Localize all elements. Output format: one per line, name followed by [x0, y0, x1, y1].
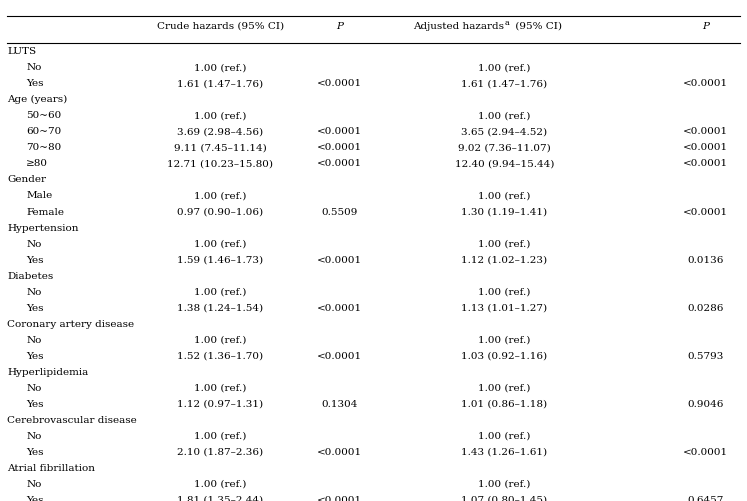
Text: 0.5793: 0.5793: [688, 351, 724, 360]
Text: <0.0001: <0.0001: [684, 143, 728, 152]
Text: 3.65 (2.94–4.52): 3.65 (2.94–4.52): [461, 127, 548, 136]
Text: Male: Male: [26, 191, 52, 200]
Text: <0.0001: <0.0001: [684, 447, 728, 456]
Text: 1.00 (ref.): 1.00 (ref.): [194, 287, 247, 296]
Text: <0.0001: <0.0001: [684, 159, 728, 168]
Text: 1.52 (1.36–1.70): 1.52 (1.36–1.70): [177, 351, 264, 360]
Text: 70~80: 70~80: [26, 143, 61, 152]
Text: 1.38 (1.24–1.54): 1.38 (1.24–1.54): [177, 303, 264, 312]
Text: 1.00 (ref.): 1.00 (ref.): [478, 383, 530, 392]
Text: 1.00 (ref.): 1.00 (ref.): [478, 287, 530, 296]
Text: 2.10 (1.87–2.36): 2.10 (1.87–2.36): [177, 447, 264, 456]
Text: 9.02 (7.36–11.07): 9.02 (7.36–11.07): [458, 143, 551, 152]
Text: <0.0001: <0.0001: [317, 143, 362, 152]
Text: 1.12 (0.97–1.31): 1.12 (0.97–1.31): [177, 399, 264, 408]
Text: Adjusted hazards: Adjusted hazards: [413, 22, 504, 31]
Text: No: No: [26, 383, 42, 392]
Text: Female: Female: [26, 207, 64, 216]
Text: Yes: Yes: [26, 495, 43, 501]
Text: <0.0001: <0.0001: [317, 447, 362, 456]
Text: 1.59 (1.46–1.73): 1.59 (1.46–1.73): [177, 255, 264, 264]
Text: <0.0001: <0.0001: [684, 127, 728, 136]
Text: 1.00 (ref.): 1.00 (ref.): [478, 431, 530, 440]
Text: 0.1304: 0.1304: [322, 399, 358, 408]
Text: ≥80: ≥80: [26, 159, 48, 168]
Text: 1.30 (1.19–1.41): 1.30 (1.19–1.41): [461, 207, 548, 216]
Text: 1.00 (ref.): 1.00 (ref.): [478, 111, 530, 120]
Text: 9.11 (7.45–11.14): 9.11 (7.45–11.14): [174, 143, 267, 152]
Text: Age (years): Age (years): [7, 95, 68, 104]
Text: 1.00 (ref.): 1.00 (ref.): [194, 191, 247, 200]
Text: 50~60: 50~60: [26, 111, 61, 120]
Text: No: No: [26, 287, 42, 296]
Text: 0.5509: 0.5509: [322, 207, 358, 216]
Text: 1.00 (ref.): 1.00 (ref.): [478, 191, 530, 200]
Text: Yes: Yes: [26, 351, 43, 360]
Text: Yes: Yes: [26, 303, 43, 312]
Text: 1.13 (1.01–1.27): 1.13 (1.01–1.27): [461, 303, 548, 312]
Text: <0.0001: <0.0001: [317, 303, 362, 312]
Text: Yes: Yes: [26, 447, 43, 456]
Text: 3.69 (2.98–4.56): 3.69 (2.98–4.56): [177, 127, 264, 136]
Text: <0.0001: <0.0001: [317, 79, 362, 88]
Text: 1.00 (ref.): 1.00 (ref.): [478, 335, 530, 344]
Text: <0.0001: <0.0001: [317, 351, 362, 360]
Text: Hypertension: Hypertension: [7, 223, 79, 232]
Text: 1.01 (0.86–1.18): 1.01 (0.86–1.18): [461, 399, 548, 408]
Text: Yes: Yes: [26, 399, 43, 408]
Text: 1.07 (0.80–1.45): 1.07 (0.80–1.45): [461, 495, 548, 501]
Text: 1.00 (ref.): 1.00 (ref.): [478, 63, 530, 72]
Text: (95% CI): (95% CI): [512, 22, 562, 31]
Text: 1.00 (ref.): 1.00 (ref.): [478, 239, 530, 248]
Text: <0.0001: <0.0001: [317, 255, 362, 264]
Text: LUTS: LUTS: [7, 47, 37, 56]
Text: 0.0286: 0.0286: [688, 303, 724, 312]
Text: 1.03 (0.92–1.16): 1.03 (0.92–1.16): [461, 351, 548, 360]
Text: 1.00 (ref.): 1.00 (ref.): [194, 383, 247, 392]
Text: <0.0001: <0.0001: [317, 495, 362, 501]
Text: No: No: [26, 431, 42, 440]
Text: 1.81 (1.35–2.44): 1.81 (1.35–2.44): [177, 495, 264, 501]
Text: 1.61 (1.47–1.76): 1.61 (1.47–1.76): [177, 79, 264, 88]
Text: No: No: [26, 479, 42, 488]
Text: 0.6457: 0.6457: [688, 495, 724, 501]
Text: a: a: [504, 19, 509, 27]
Text: <0.0001: <0.0001: [684, 79, 728, 88]
Text: Coronary artery disease: Coronary artery disease: [7, 319, 134, 328]
Text: Gender: Gender: [7, 175, 46, 184]
Text: No: No: [26, 239, 42, 248]
Text: Diabetes: Diabetes: [7, 271, 54, 280]
Text: 12.40 (9.94–15.44): 12.40 (9.94–15.44): [454, 159, 554, 168]
Text: 1.00 (ref.): 1.00 (ref.): [194, 479, 247, 488]
Text: 1.00 (ref.): 1.00 (ref.): [194, 335, 247, 344]
Text: Crude hazards (95% CI): Crude hazards (95% CI): [157, 22, 284, 31]
Text: Atrial fibrillation: Atrial fibrillation: [7, 463, 96, 472]
Text: 1.00 (ref.): 1.00 (ref.): [194, 431, 247, 440]
Text: 12.71 (10.23–15.80): 12.71 (10.23–15.80): [167, 159, 273, 168]
Text: 0.97 (0.90–1.06): 0.97 (0.90–1.06): [177, 207, 264, 216]
Text: 1.61 (1.47–1.76): 1.61 (1.47–1.76): [461, 79, 548, 88]
Text: 1.00 (ref.): 1.00 (ref.): [194, 111, 247, 120]
Text: Yes: Yes: [26, 79, 43, 88]
Text: No: No: [26, 335, 42, 344]
Text: <0.0001: <0.0001: [684, 207, 728, 216]
Text: Hyperlipidemia: Hyperlipidemia: [7, 367, 89, 376]
Text: P: P: [336, 22, 344, 31]
Text: Yes: Yes: [26, 255, 43, 264]
Text: 1.12 (1.02–1.23): 1.12 (1.02–1.23): [461, 255, 548, 264]
Text: <0.0001: <0.0001: [317, 159, 362, 168]
Text: <0.0001: <0.0001: [317, 127, 362, 136]
Text: 1.43 (1.26–1.61): 1.43 (1.26–1.61): [461, 447, 548, 456]
Text: 0.0136: 0.0136: [688, 255, 724, 264]
Text: 1.00 (ref.): 1.00 (ref.): [194, 63, 247, 72]
Text: No: No: [26, 63, 42, 72]
Text: 0.9046: 0.9046: [688, 399, 724, 408]
Text: Cerebrovascular disease: Cerebrovascular disease: [7, 415, 137, 424]
Text: 60~70: 60~70: [26, 127, 61, 136]
Text: 1.00 (ref.): 1.00 (ref.): [478, 479, 530, 488]
Text: P: P: [702, 22, 710, 31]
Text: 1.00 (ref.): 1.00 (ref.): [194, 239, 247, 248]
